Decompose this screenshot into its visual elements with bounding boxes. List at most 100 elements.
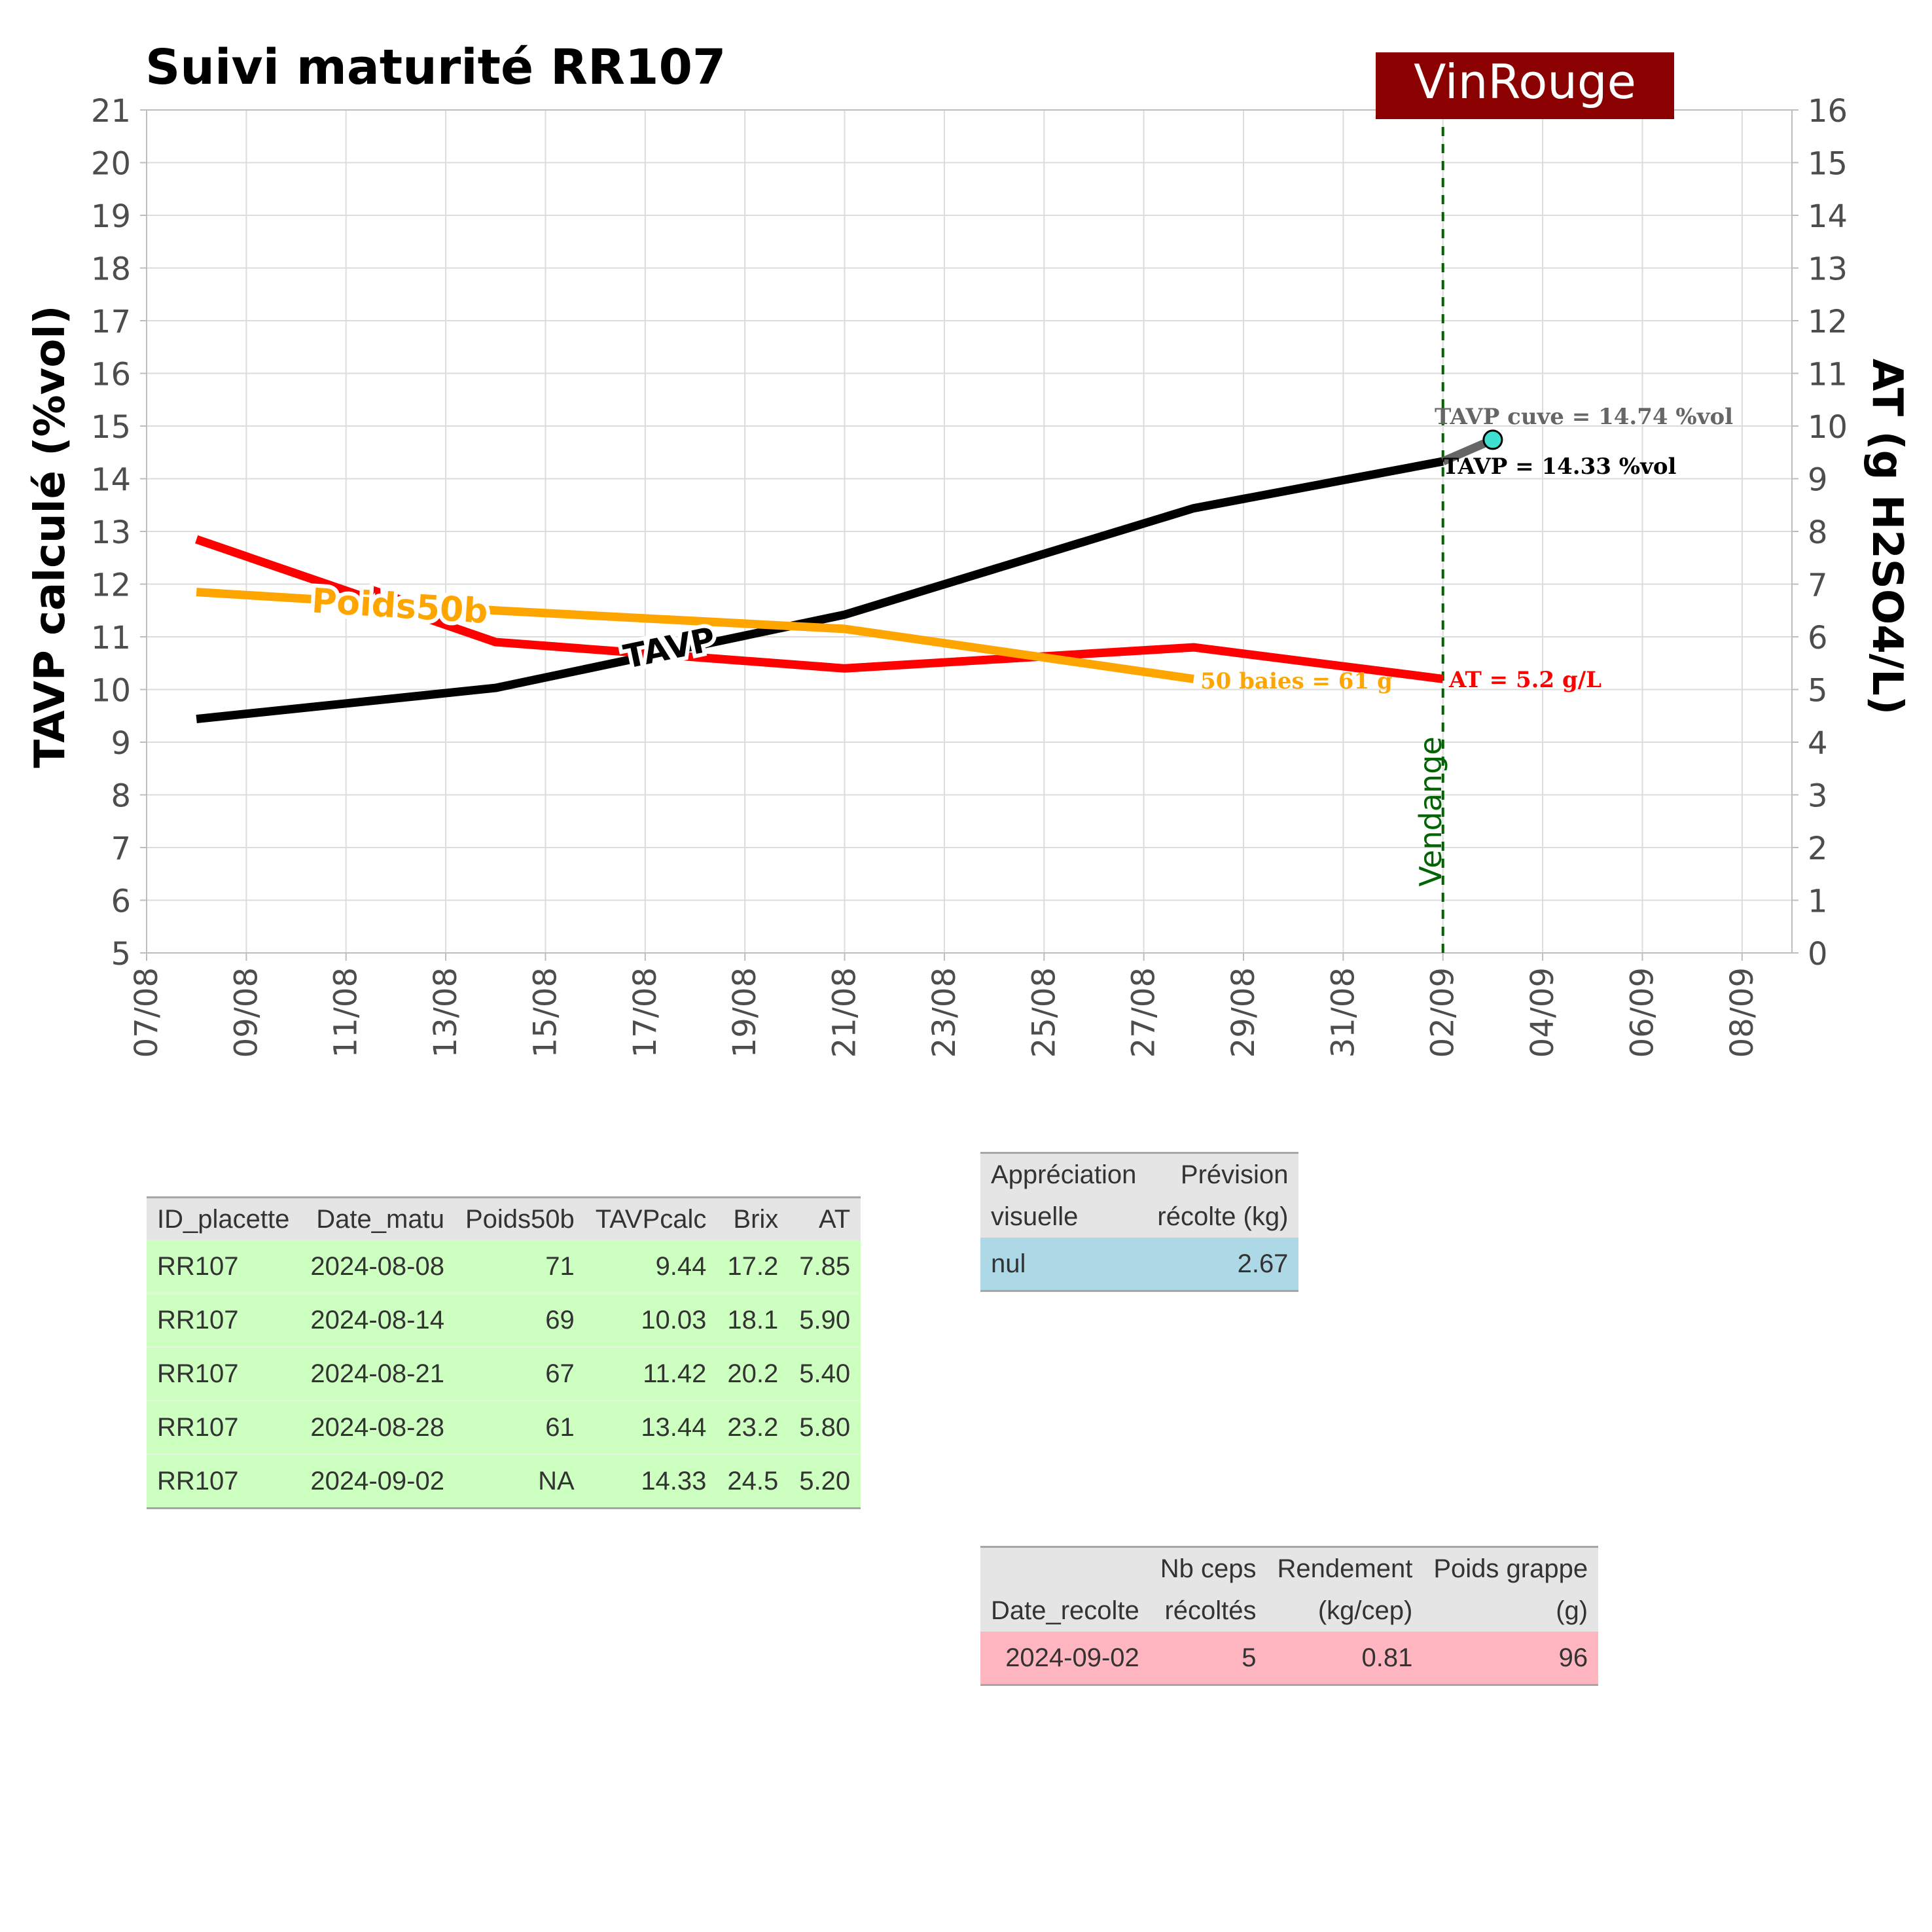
y-tick-label-right: 2 [1808, 831, 1828, 867]
brand-label: VinRouge [1414, 54, 1636, 109]
x-tick-label: 31/08 [1325, 967, 1361, 1058]
y-tick-label-right: 4 [1808, 725, 1828, 762]
table-cell: RR107 [147, 1293, 300, 1347]
col-prevision: Prévision [1147, 1153, 1299, 1196]
harvest-table-header-line2: Date_recolte récoltés (kg/cep) (g) [980, 1590, 1599, 1632]
table-cell: 0.81 [1266, 1632, 1423, 1685]
table-cell: 2024-08-21 [300, 1346, 455, 1401]
y-tick-label-right: 0 [1808, 936, 1828, 973]
table-row: nul 2.67 [980, 1238, 1299, 1291]
chart-title: Suivi maturité RR107 [145, 39, 726, 96]
col-rendement: Rendement [1266, 1547, 1423, 1590]
brand-badge [1376, 52, 1674, 119]
col-nb-ceps: Nb ceps [1149, 1547, 1267, 1590]
x-tick-label: 23/08 [926, 967, 963, 1058]
table-cell: 67 [454, 1346, 585, 1401]
x-tick-label: 27/08 [1126, 967, 1162, 1058]
table-cell: 2024-08-14 [300, 1293, 455, 1347]
table-row: RR107 2024-08-28 61 13.44 23.2 5.80 [147, 1400, 861, 1454]
col-rendement-line2: (kg/cep) [1266, 1590, 1423, 1632]
x-tick-label: 15/08 [527, 967, 564, 1058]
table-cell: RR107 [147, 1346, 300, 1401]
tavp-annotation: TAVP = 14.33 %vol [1442, 454, 1676, 480]
table-cell: 23.2 [717, 1400, 789, 1454]
y-tick-label-left: 6 [111, 884, 131, 920]
table-row: RR107 2024-08-08 71 9.44 17.2 7.85 [147, 1240, 861, 1293]
table-row: RR107 2024-08-21 67 11.42 20.2 5.40 [147, 1346, 861, 1401]
x-tick-label: 07/08 [128, 967, 165, 1058]
y-tick-label-left: 17 [91, 304, 131, 340]
y-tick-label-left: 21 [91, 93, 131, 130]
harvest-table: Nb ceps Rendement Poids grappe Date_reco… [980, 1546, 1599, 1686]
y-tick-label-left: 19 [91, 198, 131, 235]
y-tick-label-right: 9 [1808, 462, 1828, 499]
chart-axes [140, 109, 1798, 961]
table-cell: 7.85 [789, 1240, 861, 1293]
y-tick-label-right: 15 [1808, 146, 1848, 183]
col-at: AT [789, 1197, 861, 1240]
y-tick-label-right: 1 [1808, 884, 1828, 920]
tavp-cuve-annotation: TAVP cuve = 14.74 %vol [1435, 404, 1733, 430]
y-tick-label-left: 20 [91, 146, 131, 183]
chart-grid [146, 109, 1792, 954]
table-cell: 2024-08-08 [300, 1240, 455, 1293]
col-nb-ceps-line2: récoltés [1149, 1590, 1267, 1632]
series-label-tavp: TAVP [620, 620, 719, 676]
y-tick-label-right: 5 [1808, 673, 1828, 709]
harvest-table-header-line1: Nb ceps Rendement Poids grappe [980, 1547, 1599, 1590]
table-cell: 96 [1423, 1632, 1599, 1685]
x-tick-label: 13/08 [427, 967, 464, 1058]
table-cell: RR107 [147, 1400, 300, 1454]
series-label-group-poids50b: Poids50b [307, 577, 493, 635]
col-appreciation-line2: visuelle [980, 1196, 1147, 1238]
table-cell: 5 [1149, 1632, 1267, 1685]
table-cell: 10.03 [584, 1293, 717, 1347]
tavp-cuve-point [1482, 429, 1503, 450]
table-cell: RR107 [147, 1240, 300, 1293]
table-cell: 5.80 [789, 1400, 861, 1454]
table-cell: 9.44 [584, 1240, 717, 1293]
y-tick-label-right: 6 [1808, 620, 1828, 656]
table-cell: 13.44 [584, 1400, 717, 1454]
x-tick-label: 29/08 [1225, 967, 1262, 1058]
table-cell: 11.42 [584, 1346, 717, 1401]
y-tick-label-left: 15 [91, 409, 131, 446]
x-tick-label: 08/09 [1724, 967, 1761, 1058]
y-tick-label-right: 3 [1808, 778, 1828, 815]
y-tick-label-right: 16 [1808, 93, 1848, 130]
table-cell: 5.20 [789, 1454, 861, 1509]
y-tick-label-right: 11 [1808, 357, 1848, 393]
y-tick-label-left: 16 [91, 357, 131, 393]
x-tick-label: 17/08 [627, 967, 664, 1058]
table-row: RR107 2024-08-14 69 10.03 18.1 5.90 [147, 1293, 861, 1347]
chart-series [195, 110, 1503, 953]
y-axis-right-label: AT (g H2SO4/L) [1863, 359, 1911, 715]
y-tick-label-right: 7 [1808, 567, 1828, 604]
x-tick-label: 04/09 [1524, 967, 1561, 1058]
y-tick-label-left: 14 [91, 462, 131, 499]
table-cell: RR107 [147, 1454, 300, 1509]
y-tick-label-left: 9 [111, 725, 131, 762]
table-cell: 5.90 [789, 1293, 861, 1347]
x-tick-label: 25/08 [1026, 967, 1062, 1058]
x-tick-label: 19/08 [726, 967, 763, 1058]
table-cell: 61 [454, 1400, 585, 1454]
series-label-group-tavp: TAVP [617, 616, 723, 680]
y-tick-label-left: 12 [91, 567, 131, 604]
table-cell: 5.40 [789, 1346, 861, 1401]
y-axis-left-label: TAVP calculé (%vol) [26, 305, 75, 768]
col-tavpcalc: TAVPcalc [584, 1197, 717, 1240]
maturity-table-header: ID_placette Date_matu Poids50b TAVPcalc … [147, 1197, 861, 1240]
y-tick-label-right: 14 [1808, 198, 1848, 235]
y-tick-label-left: 5 [111, 936, 131, 973]
y-tick-label-left: 11 [91, 620, 131, 656]
series-line-tavp [196, 457, 1444, 724]
x-tick-label: 06/09 [1624, 967, 1660, 1058]
poids-annotation: 50 baies = 61 g [1200, 668, 1393, 694]
series-line-poids50b [196, 588, 1194, 683]
table-row: 2024-09-02 5 0.81 96 [980, 1632, 1599, 1685]
visual-assessment-table: Appréciation Prévision visuelle récolte … [980, 1152, 1299, 1292]
table-cell: 2024-09-02 [300, 1454, 455, 1509]
maturity-table: ID_placette Date_matu Poids50b TAVPcalc … [147, 1196, 861, 1509]
